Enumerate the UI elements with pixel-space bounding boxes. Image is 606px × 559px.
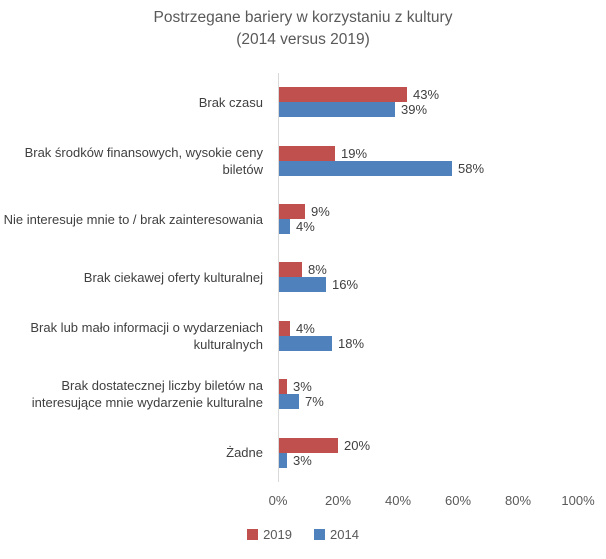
bar-line-2014: 7% (278, 394, 578, 410)
chart-title-line2: (2014 versus 2019) (236, 31, 370, 48)
data-label-2014: 58% (458, 160, 485, 176)
chart-row: Brak ciekawej oferty kulturalnej 8% 16% (0, 248, 578, 306)
legend-item-2019: 2019 (247, 527, 292, 542)
bar-2019 (278, 145, 335, 161)
data-label-2019: 9% (311, 204, 330, 220)
category-label: Nie interesuje mnie to / brak zaintereso… (3, 211, 263, 227)
bar-group: 19% 58% (278, 131, 578, 189)
data-label-2019: 43% (413, 87, 440, 103)
data-label-2019: 20% (344, 437, 371, 453)
x-axis-tick: 40% (384, 493, 412, 508)
data-label-2019: 8% (308, 262, 327, 278)
bar-group: 3% 7% (278, 365, 578, 423)
category-label: Brak ciekawej oferty kulturalnej (83, 269, 263, 285)
bar-line-2014: 39% (278, 102, 578, 118)
category-label: Żadne (226, 445, 263, 461)
bar-line-2019: 19% (278, 145, 578, 161)
x-axis-tick: 100% (561, 493, 595, 508)
chart-row: Żadne 20% 3% (0, 424, 578, 482)
chart-title-line1: Postrzegane bariery w korzystaniu z kult… (153, 9, 453, 26)
bar-line-2014: 58% (278, 160, 578, 176)
legend-swatch-2019 (247, 529, 259, 540)
bar-group: 9% 4% (278, 190, 578, 248)
chart-row: Nie interesuje mnie to / brak zaintereso… (0, 190, 578, 248)
legend-label-2014: 2014 (330, 527, 359, 542)
data-label-2014: 18% (338, 335, 365, 351)
bar-2014 (278, 160, 452, 176)
bar-2014 (278, 102, 395, 118)
category-label: Brak lub mało informacji o wydarzeniach … (30, 319, 263, 352)
x-axis-tick: 60% (444, 493, 472, 508)
category-label: Brak środków finansowych, wysokie ceny b… (24, 144, 263, 177)
data-label-2014: 7% (305, 394, 324, 410)
data-label-2019: 3% (293, 379, 312, 395)
chart-row: Brak dostatecznej liczby biletów na inte… (0, 365, 578, 423)
legend-item-2014: 2014 (314, 527, 359, 542)
bar-2019 (278, 320, 290, 336)
bar-2014 (278, 335, 332, 351)
bar-group: 4% 18% (278, 307, 578, 365)
data-label-2014: 39% (401, 102, 428, 118)
x-axis-tick: 20% (324, 493, 352, 508)
bar-2014 (278, 219, 290, 235)
bar-2019 (278, 437, 338, 453)
legend-label-2019: 2019 (263, 527, 292, 542)
bar-line-2014: 18% (278, 335, 578, 351)
bar-2014 (278, 394, 299, 410)
bar-2014 (278, 452, 287, 468)
chart-row: Brak środków finansowych, wysokie ceny b… (0, 131, 578, 189)
bar-group: 8% 16% (278, 248, 578, 306)
bar-line-2019: 43% (278, 87, 578, 103)
chart-row: Brak czasu 43% 39% (0, 73, 578, 131)
legend-swatch-2014 (314, 529, 325, 540)
bar-line-2014: 3% (278, 452, 578, 468)
data-label-2019: 19% (341, 145, 368, 161)
data-label-2014: 3% (293, 452, 312, 468)
plot-area: Brak czasu 43% 39% Brak środków finansowych… (0, 73, 578, 482)
bar-group: 20% 3% (278, 424, 578, 482)
category-label: Brak czasu (198, 94, 263, 110)
data-label-2014: 16% (332, 277, 359, 293)
bar-line-2014: 4% (278, 219, 578, 235)
bar-2014 (278, 277, 326, 293)
chart-title: Postrzegane bariery w korzystaniu z kult… (0, 7, 606, 51)
bar-line-2019: 8% (278, 262, 578, 278)
category-label: Brak dostatecznej liczby biletów na inte… (31, 378, 263, 411)
bar-group: 43% 39% (278, 73, 578, 131)
bar-line-2019: 9% (278, 204, 578, 220)
chart-row: Brak lub mało informacji o wydarzeniach … (0, 307, 578, 365)
data-label-2014: 4% (296, 219, 315, 235)
x-axis-tick: 80% (504, 493, 532, 508)
bar-2019 (278, 87, 407, 103)
x-axis: 0% 20% 40% 60% 80% 100% (0, 493, 606, 509)
legend: 2019 2014 (0, 527, 606, 542)
bar-2019 (278, 204, 305, 220)
bar-line-2019: 20% (278, 437, 578, 453)
y-axis-line (278, 73, 279, 482)
bar-line-2019: 4% (278, 320, 578, 336)
bar-2019 (278, 262, 302, 278)
bar-2019 (278, 379, 287, 395)
data-label-2019: 4% (296, 320, 315, 336)
x-axis-tick: 0% (268, 493, 288, 508)
bar-line-2019: 3% (278, 379, 578, 395)
bar-line-2014: 16% (278, 277, 578, 293)
